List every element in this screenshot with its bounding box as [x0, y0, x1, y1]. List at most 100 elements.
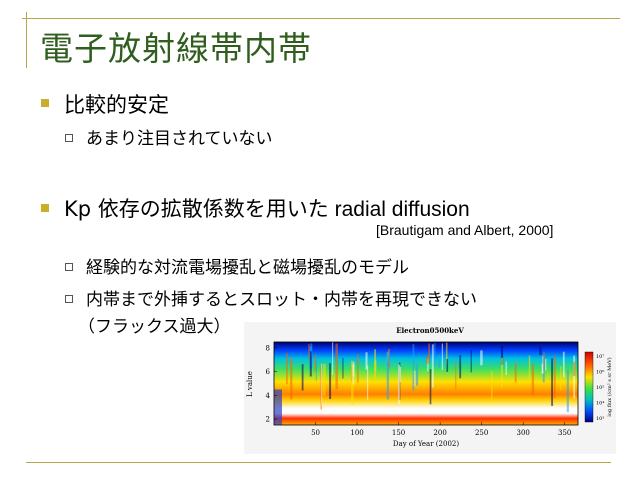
y-tick-label: 8: [266, 344, 270, 352]
x-tick-label: 100: [350, 429, 363, 437]
flux-streak: [323, 363, 326, 396]
y-tick-label: 4: [266, 392, 271, 400]
bullet-marker: [41, 99, 49, 107]
flux-streak: [573, 361, 576, 376]
x-tick-label: 350: [558, 429, 571, 437]
colorbar-ticks: 10⁷ 10⁶ 10⁵ 10⁴ 10³: [596, 354, 604, 422]
flux-streak: [308, 344, 310, 360]
flux-streak: [321, 363, 323, 406]
flux-streak: [551, 358, 554, 406]
flux-streak: [441, 343, 444, 371]
flux-streak: [434, 343, 436, 367]
sub-bullet-marker: [65, 134, 73, 142]
chart-title: Electron0500keV: [396, 326, 464, 335]
reference-citation: [Brautigam and Albert, 2000]: [376, 222, 554, 238]
colorbar-tick-label: 10⁴: [596, 401, 604, 407]
flux-streak: [367, 365, 369, 400]
colorbar-tick-label: 10⁵: [596, 385, 604, 391]
sub-bullet-text: あまり注目されていない: [86, 129, 273, 149]
flux-streak: [541, 363, 544, 374]
sub-bullet-text: 経験的な対流電場擾乱と磁場擾乱のモデル: [86, 258, 409, 278]
frame-top-line: [22, 18, 620, 19]
flux-heatmap-svg: Electron0500keV 50 100 150 200 250 300 350 2 4 6…: [246, 326, 613, 448]
flux-streak: [560, 366, 562, 391]
flux-streak: [335, 343, 338, 390]
frame-left-line: [26, 12, 27, 68]
flux-streak: [428, 343, 430, 363]
flux-streak: [374, 360, 377, 371]
sub-bullet-text-continued: （フラックス過大）: [78, 317, 231, 337]
flux-streak: [438, 354, 441, 368]
flux-streak: [431, 344, 434, 388]
colorbar-tick-label: 10⁶: [596, 370, 604, 376]
x-tick-label: 200: [433, 429, 446, 437]
flux-streak: [309, 351, 312, 377]
flux-streak: [545, 359, 547, 371]
x-tick-label: 300: [516, 429, 529, 437]
y-axis-ticks: 2 4 6 8: [266, 344, 277, 424]
electron-flux-figure: Electron0500keV 50 100 150 200 250 300 350 2 4 6…: [244, 322, 616, 454]
sub-bullet-marker: [65, 263, 73, 271]
x-tick-label: 250: [475, 429, 488, 437]
flux-streak: [329, 363, 332, 400]
flux-streak: [505, 361, 507, 376]
flux-streak: [315, 356, 317, 381]
flux-streak: [290, 358, 293, 400]
flux-streak: [386, 352, 389, 400]
flux-streak: [500, 345, 504, 365]
flux-streak: [445, 342, 448, 364]
sub-bullet-text: 内帯まで外挿するとスロット・内帯を再現できない: [86, 290, 477, 310]
flux-streak: [514, 363, 517, 383]
flux-streak: [531, 364, 535, 396]
flux-streak: [562, 351, 565, 378]
bullet-marker: [41, 204, 49, 212]
flux-streak: [566, 369, 569, 413]
x-axis-label: Day of Year (2002): [393, 440, 459, 448]
y-tick-label: 2: [266, 416, 270, 424]
flux-streak: [446, 359, 449, 372]
colorbar: [584, 351, 594, 423]
x-tick-label: 150: [392, 429, 405, 437]
frame-bottom-line: [26, 462, 611, 463]
plot-frame: [273, 341, 579, 426]
flux-streak: [398, 364, 401, 404]
flux-streak: [286, 352, 288, 385]
flux-streak: [412, 344, 415, 392]
slide-title: 電子放射線帯内帯: [40, 29, 312, 68]
flux-streak: [539, 347, 542, 356]
flux-streak: [491, 370, 493, 404]
x-axis-ticks: 50 100 150 200 250 300 350: [311, 422, 571, 437]
flux-streak: [332, 342, 334, 375]
flux-streak: [528, 355, 531, 382]
flux-streak: [553, 355, 556, 399]
flux-streak: [351, 360, 354, 405]
y-tick-label: 6: [266, 368, 271, 376]
flux-streak: [470, 350, 472, 373]
flux-streak: [429, 369, 432, 405]
y-axis-label: L value: [246, 371, 254, 397]
flux-streak: [426, 355, 429, 364]
flux-streak: [501, 357, 503, 387]
flux-streak: [413, 370, 416, 387]
flux-streak: [314, 354, 317, 372]
bullet-text-en: radial diffusion: [328, 198, 470, 221]
flux-streak: [399, 366, 401, 383]
variability-streaks: [274, 342, 576, 425]
flux-streak: [455, 361, 457, 390]
flux-streak: [365, 352, 368, 370]
flux-streak: [357, 354, 359, 383]
colorbar-tick-label: 10⁷: [596, 354, 604, 360]
bullet-text: Kp 依存の拡散係数を用いた radial diffusion: [64, 193, 470, 223]
flux-streak: [573, 355, 576, 399]
flux-streak: [342, 357, 344, 379]
flux-streak: [459, 355, 462, 379]
flux-streak: [301, 364, 304, 391]
bullet-text: 比較的安定: [64, 93, 169, 117]
colorbar-label: log flux (/cm² s sr MeV): [606, 357, 613, 417]
colorbar-tick-label: 10³: [596, 416, 604, 422]
early-gap-region: [274, 389, 282, 425]
x-tick-label: 50: [311, 429, 320, 437]
flux-streak: [415, 364, 419, 386]
flux-streak: [427, 358, 429, 372]
bullet-text-ja: Kp 依存の拡散係数を用いた: [64, 197, 329, 221]
